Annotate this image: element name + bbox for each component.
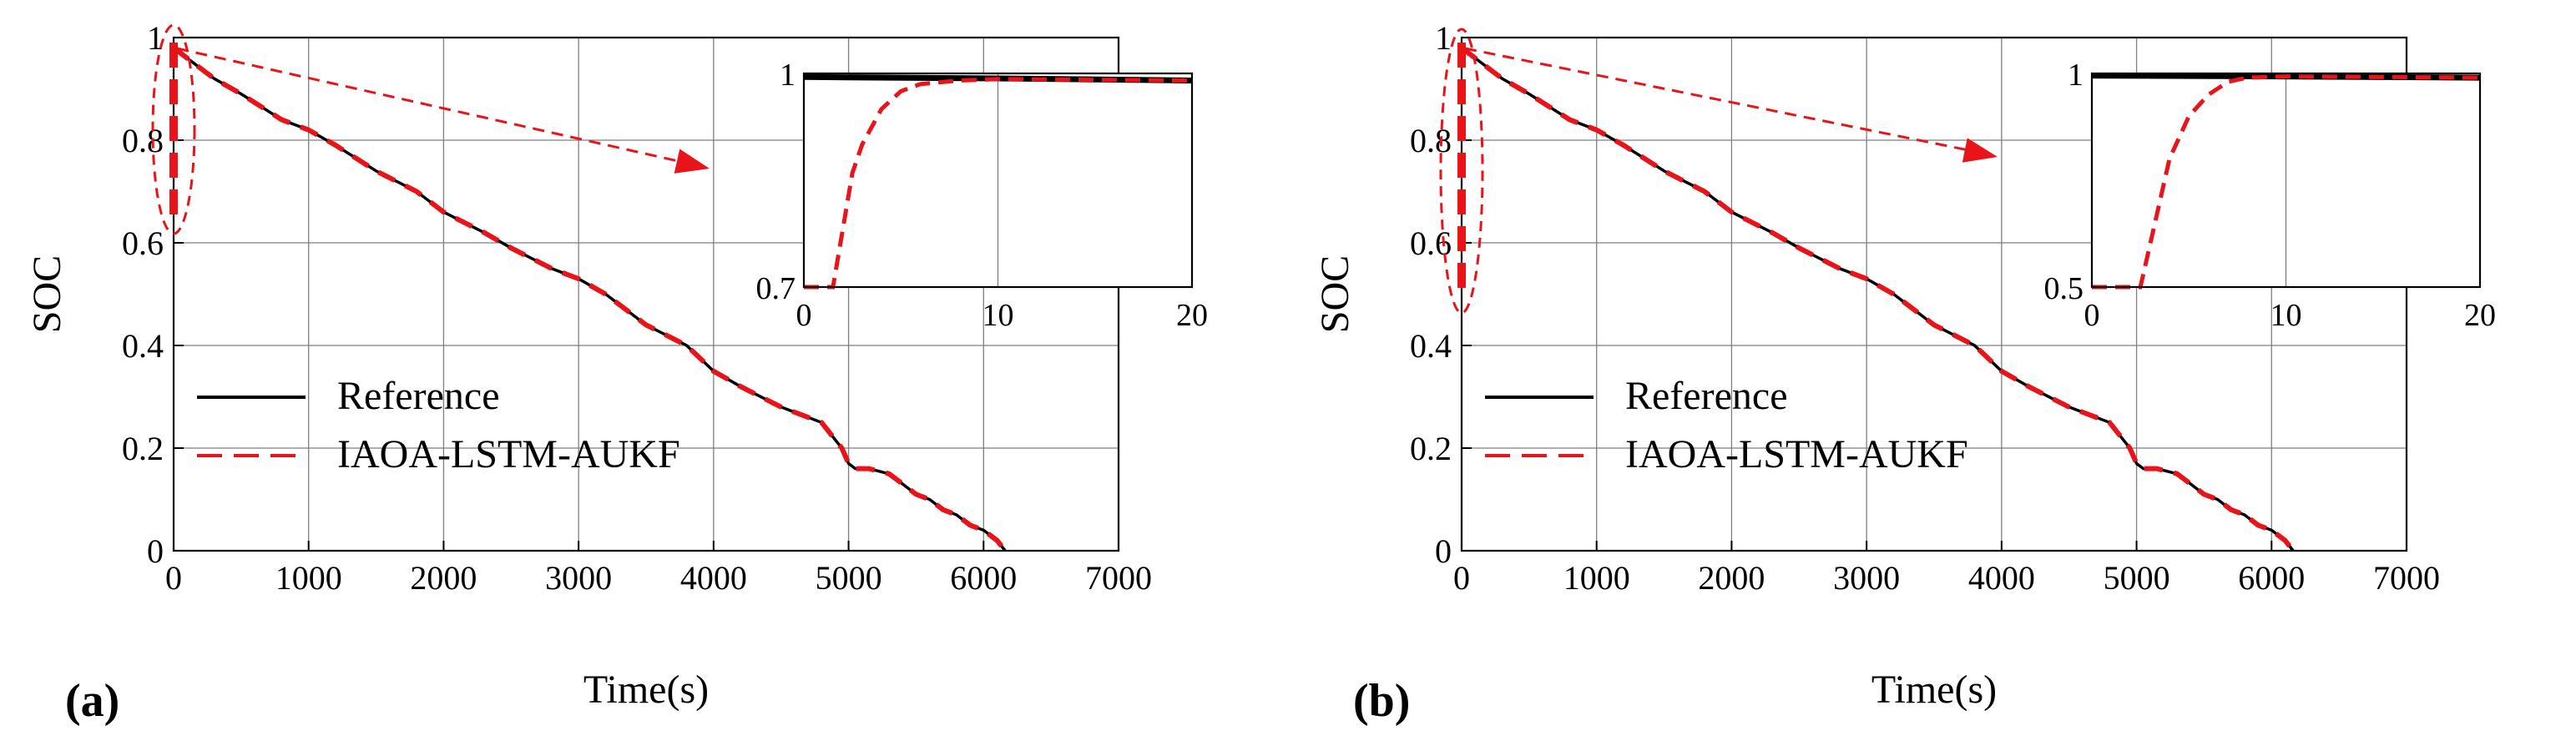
y-tick-label: 1: [1435, 19, 1452, 57]
inset-y-tick-label: 1: [2068, 58, 2084, 93]
x-tick-label: 1000: [1563, 559, 1630, 597]
zoom-region-ellipse: [1439, 28, 1484, 315]
axes-frame: [1460, 36, 2408, 552]
legend-estimate-label: IAOA-LSTM-AUKF: [337, 432, 680, 476]
inset-estimate-line: [804, 77, 1193, 290]
y-tick-label: 0.2: [122, 430, 164, 467]
x-tick-label: 2000: [1698, 559, 1765, 597]
x-tick-label: 1000: [275, 559, 342, 597]
series-estimate-line: [1460, 45, 2296, 552]
axes-frame: [172, 36, 1120, 552]
zoom-arrow-line: [1464, 47, 1982, 154]
x-tick-label: 3000: [545, 559, 612, 597]
inset-x-tick-label: 0: [2084, 298, 2100, 333]
zoom-arrow-head: [1962, 138, 1998, 163]
inset-x-tick-label: 10: [2270, 298, 2302, 333]
zoom-arrow-line: [176, 47, 694, 166]
x-tick-label: 5000: [816, 559, 882, 597]
y-tick-label: 0.2: [1410, 430, 1452, 467]
inset-x-tick-label: 20: [1176, 298, 1208, 333]
y-tick-label: 0: [147, 532, 164, 570]
legend-reference-label: Reference: [1625, 374, 1788, 418]
zoom-region-ellipse: [151, 23, 196, 235]
panel-a: 0 1000 2000 3000 4000 5000 6000 7000 0 0.2 0.4 0.6 0…: [25, 19, 1208, 727]
y-axis-title: SOC: [25, 255, 69, 333]
inset-frame: [802, 72, 1194, 289]
x-axis-title: Time(s): [1871, 668, 1997, 712]
x-tick-label: 4000: [1968, 559, 2035, 597]
x-tick-label: 0: [1453, 559, 1470, 597]
y-tick-label: 0.4: [122, 327, 164, 365]
x-tick-label: 7000: [1085, 559, 1152, 597]
x-tick-label: 4000: [680, 559, 747, 597]
x-tick-label: 5000: [2104, 559, 2170, 597]
inset-y-tick-label: 0.7: [756, 271, 796, 306]
inset-frame: [2090, 72, 2482, 289]
inset-y-tick-label: 0.5: [2044, 271, 2084, 306]
y-tick-label: 0: [1435, 532, 1452, 570]
panel-label: (b): [1353, 675, 1410, 727]
y-tick-label: 0.8: [1410, 122, 1452, 159]
x-tick-label: 7000: [2373, 559, 2440, 597]
y-axis-title: SOC: [1313, 255, 1357, 333]
x-tick-label: 3000: [1833, 559, 1900, 597]
legend-reference-label: Reference: [337, 374, 500, 418]
inset-x-tick-label: 20: [2464, 298, 2496, 333]
x-tick-label: 0: [165, 559, 182, 597]
x-tick-label: 2000: [410, 559, 477, 597]
inset-y-tick-label: 1: [780, 58, 796, 93]
legend-estimate-label: IAOA-LSTM-AUKF: [1625, 432, 1968, 476]
y-tick-label: 0.4: [1410, 327, 1452, 365]
x-axis-title: Time(s): [583, 668, 709, 712]
panel-b: 0 1000 2000 3000 4000 5000 6000 700000.20.40.60…: [1313, 19, 2496, 727]
inset-x-tick-label: 0: [796, 298, 812, 333]
inset-x-tick-label: 10: [982, 298, 1014, 333]
series-estimate-line: [172, 45, 1008, 552]
panel-label: (a): [65, 675, 119, 727]
inset-estimate-line: [2092, 74, 2481, 290]
zoom-arrow-head: [674, 149, 710, 174]
y-tick-label: 0.6: [122, 224, 164, 262]
x-tick-label: 6000: [2238, 559, 2305, 597]
y-tick-label: 1: [147, 19, 164, 57]
x-tick-label: 6000: [950, 559, 1017, 597]
y-tick-label: 0.8: [122, 122, 164, 159]
